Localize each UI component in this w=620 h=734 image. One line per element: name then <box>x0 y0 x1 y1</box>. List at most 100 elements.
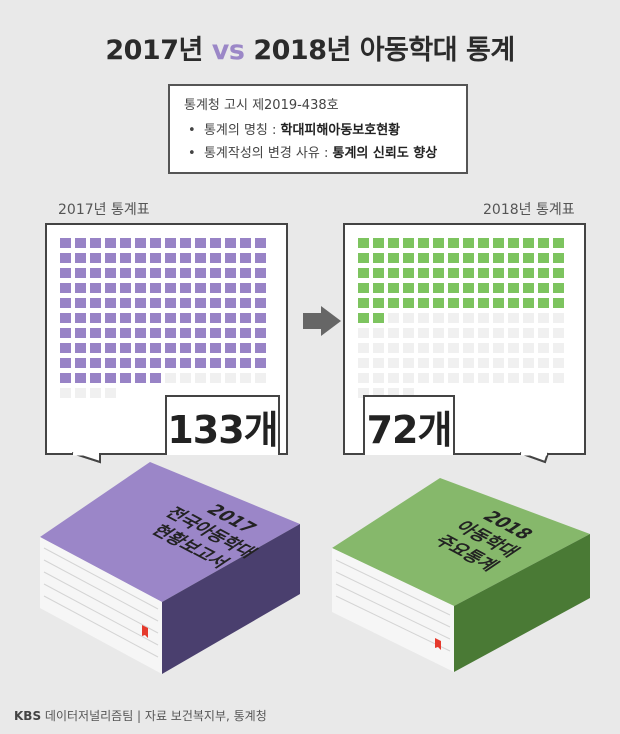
waffle-2018-cell <box>538 298 549 308</box>
waffle-2017-cell <box>135 238 146 248</box>
bookmark-2018 <box>435 638 441 650</box>
notice-row-name: • 통계의 명칭 : 학대피해아동보호현황 <box>188 123 401 138</box>
waffle-2017-cell <box>75 388 86 398</box>
waffle-2017-cell <box>225 343 236 353</box>
waffle-2018-cell <box>418 268 429 278</box>
waffle-2017-cell <box>120 268 131 278</box>
waffle-2017-cell <box>75 298 86 308</box>
waffle-2018-cell <box>478 268 489 278</box>
waffle-2018-cell <box>463 238 474 248</box>
waffle-2018-cell <box>388 388 399 398</box>
bookmark-2017 <box>142 625 148 638</box>
waffle-2017-cell <box>150 328 161 338</box>
waffle-2017-cell <box>150 373 161 383</box>
waffle-2017-cell <box>105 298 116 308</box>
waffle-2017-cell <box>225 358 236 368</box>
waffle-2017-cell <box>165 268 176 278</box>
waffle-2018-cell <box>358 253 369 263</box>
waffle-2018-cell <box>493 268 504 278</box>
waffle-2018-cell <box>523 238 534 248</box>
waffle-2018-cell <box>553 373 564 383</box>
waffle-2018-cell <box>373 358 384 368</box>
waffle-2017-cell <box>180 268 191 278</box>
waffle-2017-cell <box>210 358 221 368</box>
waffle-2018-cell <box>508 238 519 248</box>
waffle-2017-cell <box>180 283 191 293</box>
waffle-2018-cell <box>478 328 489 338</box>
waffle-2018-cell <box>478 343 489 353</box>
waffle-2017-cell <box>255 298 266 308</box>
waffle-2017-cell <box>180 328 191 338</box>
waffle-2018-cell <box>493 238 504 248</box>
waffle-2017-cell <box>210 238 221 248</box>
notice-box: 통계청 고시 제2019-438호 • 통계의 명칭 : 학대피해아동보호현황 … <box>168 84 468 174</box>
waffle-2018-cell <box>433 343 444 353</box>
waffle-2017-cell <box>165 328 176 338</box>
footer: KBS 데이터저널리즘팀 | 자료 보건복지부, 통계청 <box>14 707 267 724</box>
waffle-2018-cell <box>523 343 534 353</box>
waffle-2017-cell <box>195 298 206 308</box>
waffle-2017-cell <box>240 283 251 293</box>
waffle-2017-cell <box>135 298 146 308</box>
waffle-2018-cell <box>433 253 444 263</box>
waffle-2018-cell <box>463 253 474 263</box>
waffle-2018-cell <box>508 298 519 308</box>
waffle-2018-cell <box>538 328 549 338</box>
waffle-2018-cell <box>478 238 489 248</box>
waffle-2017-cell <box>165 283 176 293</box>
waffle-2017-cell <box>135 253 146 263</box>
waffle-2017-cell <box>135 313 146 323</box>
waffle-2018-cell <box>493 253 504 263</box>
waffle-2018-cell <box>418 283 429 293</box>
waffle-2018-cell <box>388 373 399 383</box>
waffle-2018-cell <box>388 268 399 278</box>
waffle-2017-cell <box>180 373 191 383</box>
waffle-2017-cell <box>225 298 236 308</box>
waffle-2018-cell <box>358 358 369 368</box>
waffle-2018-cell <box>523 328 534 338</box>
book-2017: 2017 전국아동학대 현황보고서 <box>40 462 300 674</box>
waffle-2018-cell <box>523 283 534 293</box>
waffle-2017-cell <box>240 268 251 278</box>
waffle-2017-cell <box>225 253 236 263</box>
waffle-2018-cell <box>448 238 459 248</box>
waffle-2017-cell <box>210 373 221 383</box>
waffle-2018-cell <box>448 343 459 353</box>
waffle-2017-cell <box>225 328 236 338</box>
waffle-2018-cell <box>433 358 444 368</box>
waffle-2018-cell <box>403 253 414 263</box>
book-2018-pages <box>332 548 454 672</box>
waffle-2017-cell <box>255 268 266 278</box>
waffle-2018-cell <box>478 358 489 368</box>
title-vs: vs <box>211 35 245 66</box>
waffle-2017-cell <box>105 313 116 323</box>
waffle-2017-cell <box>60 268 71 278</box>
waffle-2018-cell <box>508 283 519 293</box>
waffle-2018-cell <box>448 373 459 383</box>
waffle-2017-cell <box>180 253 191 263</box>
waffle-2017-cell <box>60 253 71 263</box>
waffle-2017-cell <box>195 313 206 323</box>
waffle-2018-cell <box>553 343 564 353</box>
waffle-2017-cell <box>90 313 101 323</box>
waffle-2017-cell <box>60 373 71 383</box>
waffle-2017-cell <box>75 358 86 368</box>
waffle-2017-cell <box>165 343 176 353</box>
waffle-2017-cell <box>225 373 236 383</box>
waffle-2017-cell <box>210 253 221 263</box>
waffle-2018-cell <box>358 268 369 278</box>
arrow-right-icon <box>303 306 341 336</box>
waffle-2018-cell <box>463 313 474 323</box>
waffle-2017-cell <box>225 268 236 278</box>
waffle-2017-cell <box>150 313 161 323</box>
waffle-2017-cell <box>240 328 251 338</box>
waffle-2018-cell <box>418 343 429 353</box>
waffle-2017-cell <box>255 373 266 383</box>
waffle-2017-cell <box>60 238 71 248</box>
waffle-2017-cell <box>120 253 131 263</box>
waffle-2017-cell <box>60 343 71 353</box>
waffle-2018-cell <box>463 298 474 308</box>
book-2018-cover <box>332 478 590 606</box>
waffle-2018-cell <box>373 298 384 308</box>
